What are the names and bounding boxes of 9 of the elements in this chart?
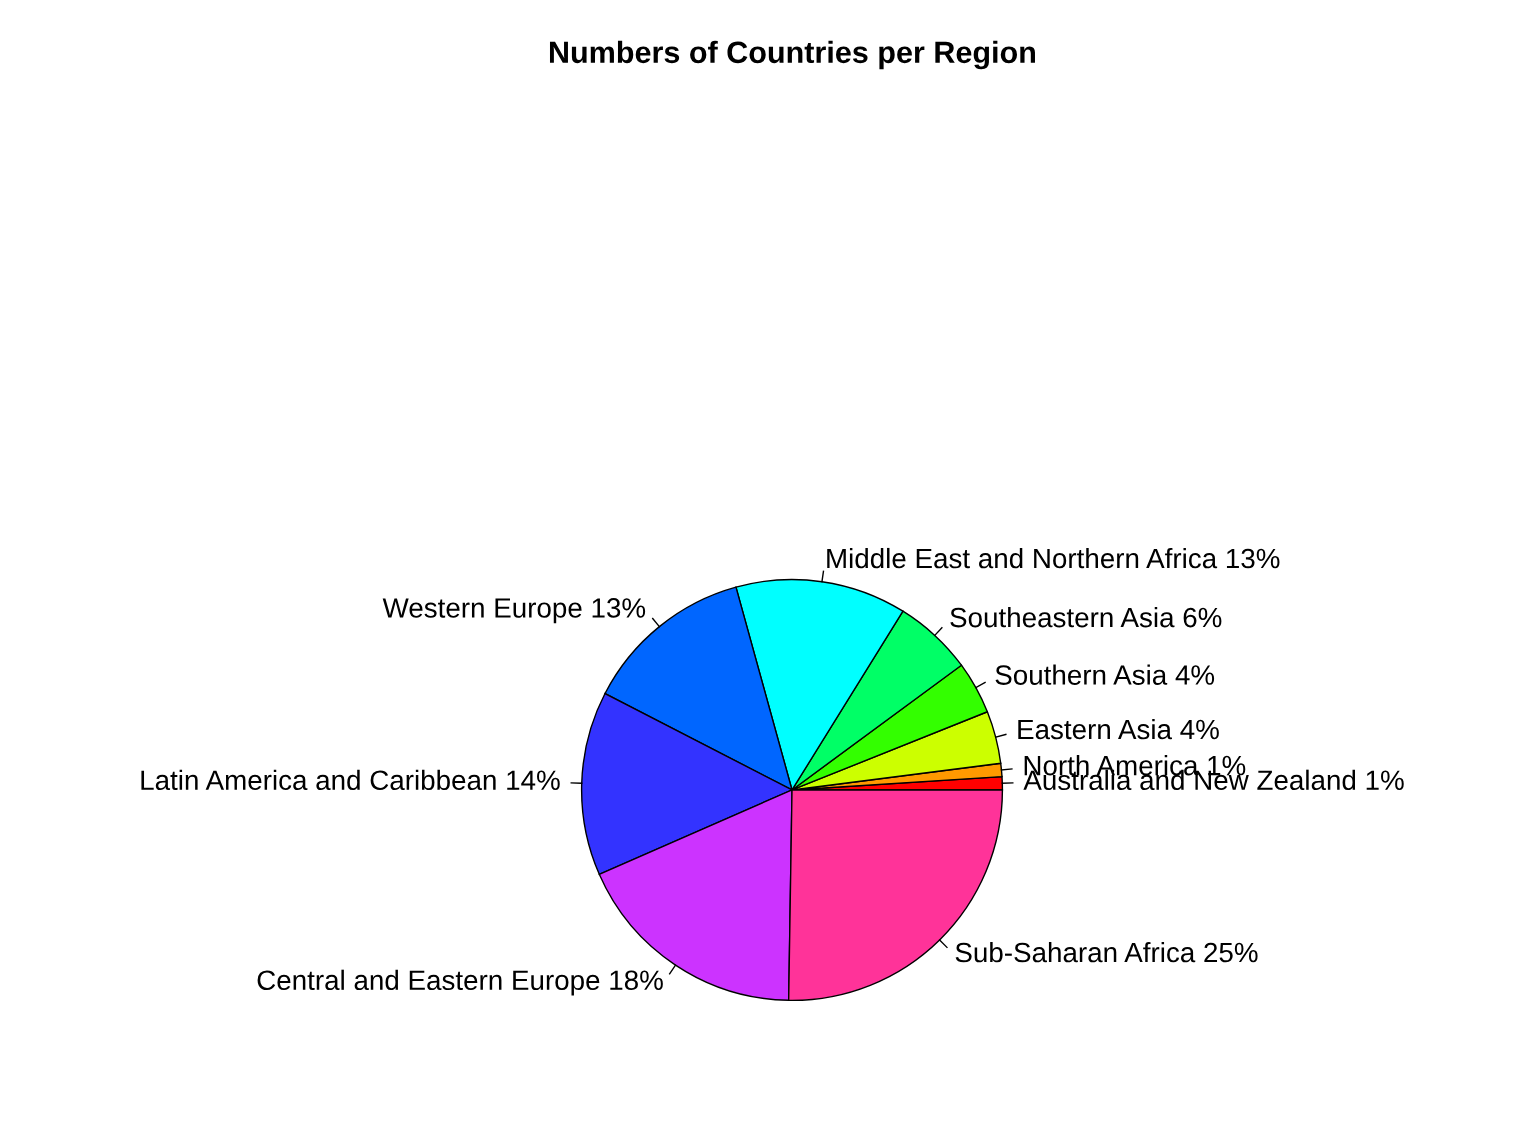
slice-label: Eastern Asia 4%	[1018, 718, 1219, 740]
slice-label: Sub-Saharan Africa 25%	[955, 941, 1258, 963]
slice-label: Central and Eastern Europe 18%	[257, 969, 663, 996]
slice-label: Southern Asia 4%	[995, 664, 1215, 685]
chart-title: Numbers of Countries per Region	[549, 40, 1035, 70]
slice-label: Southeastern Asia 6%	[950, 606, 1222, 628]
slice-label: Latin America and Caribbean 14%	[141, 769, 560, 791]
slice-label: Western Europe 13%	[382, 598, 646, 624]
slice-label: Middle East and Northern Africa 13%	[827, 547, 1280, 569]
